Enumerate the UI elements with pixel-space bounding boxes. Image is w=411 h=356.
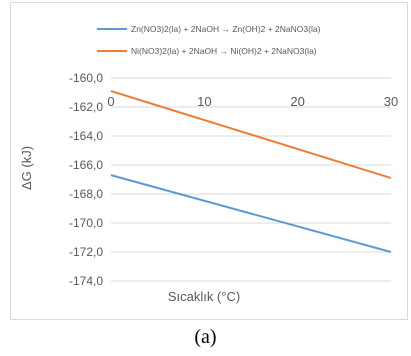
- x-tick-label: 10: [197, 94, 211, 109]
- y-tick-label: -174,0: [69, 274, 103, 288]
- series-line-1: [110, 174, 392, 253]
- y-tick-label: -168,0: [69, 187, 103, 201]
- figure-caption: (a): [194, 326, 217, 348]
- x-axis-ticks: 0 10 20 30: [107, 94, 398, 109]
- y-tick-label: -166,0: [69, 158, 103, 172]
- legend: Zn(NO3)2(la) + 2NaOH → Zn(OH)2 + 2NaNO3(…: [97, 24, 321, 56]
- legend-label: Zn(NO3)2(la) + 2NaOH → Zn(OH)2 + 2NaNO3(…: [131, 24, 321, 34]
- series-line-2: [110, 90, 392, 180]
- y-tick-label: -164,0: [69, 129, 103, 143]
- line-chart: Zn(NO3)2(la) + 2NaOH → Zn(OH)2 + 2NaNO3(…: [19, 24, 398, 304]
- y-tick-label: -170,0: [69, 216, 103, 230]
- y-axis-label: ΔG (kJ): [19, 146, 34, 190]
- legend-label: Ni(NO3)2(la) + 2NaOH → Ni(OH)2 + 2NaNO3(…: [131, 46, 317, 56]
- x-tick-label: 0: [107, 94, 114, 109]
- y-tick-label: -172,0: [69, 245, 103, 259]
- y-tick-label: -162,0: [69, 100, 103, 114]
- grid: [111, 77, 391, 282]
- x-axis-label: Sıcaklık (°C): [168, 289, 240, 304]
- y-axis-ticks: -160,0 -162,0 -164,0 -166,0 -168,0 -170,0 -172…: [69, 71, 103, 288]
- x-tick-label: 30: [384, 94, 398, 109]
- chart-frame: Zn(NO3)2(la) + 2NaOH → Zn(OH)2 + 2NaNO3(…: [10, 2, 408, 320]
- x-tick-label: 20: [290, 94, 304, 109]
- series-lines: [110, 90, 392, 253]
- y-tick-label: -160,0: [69, 71, 103, 85]
